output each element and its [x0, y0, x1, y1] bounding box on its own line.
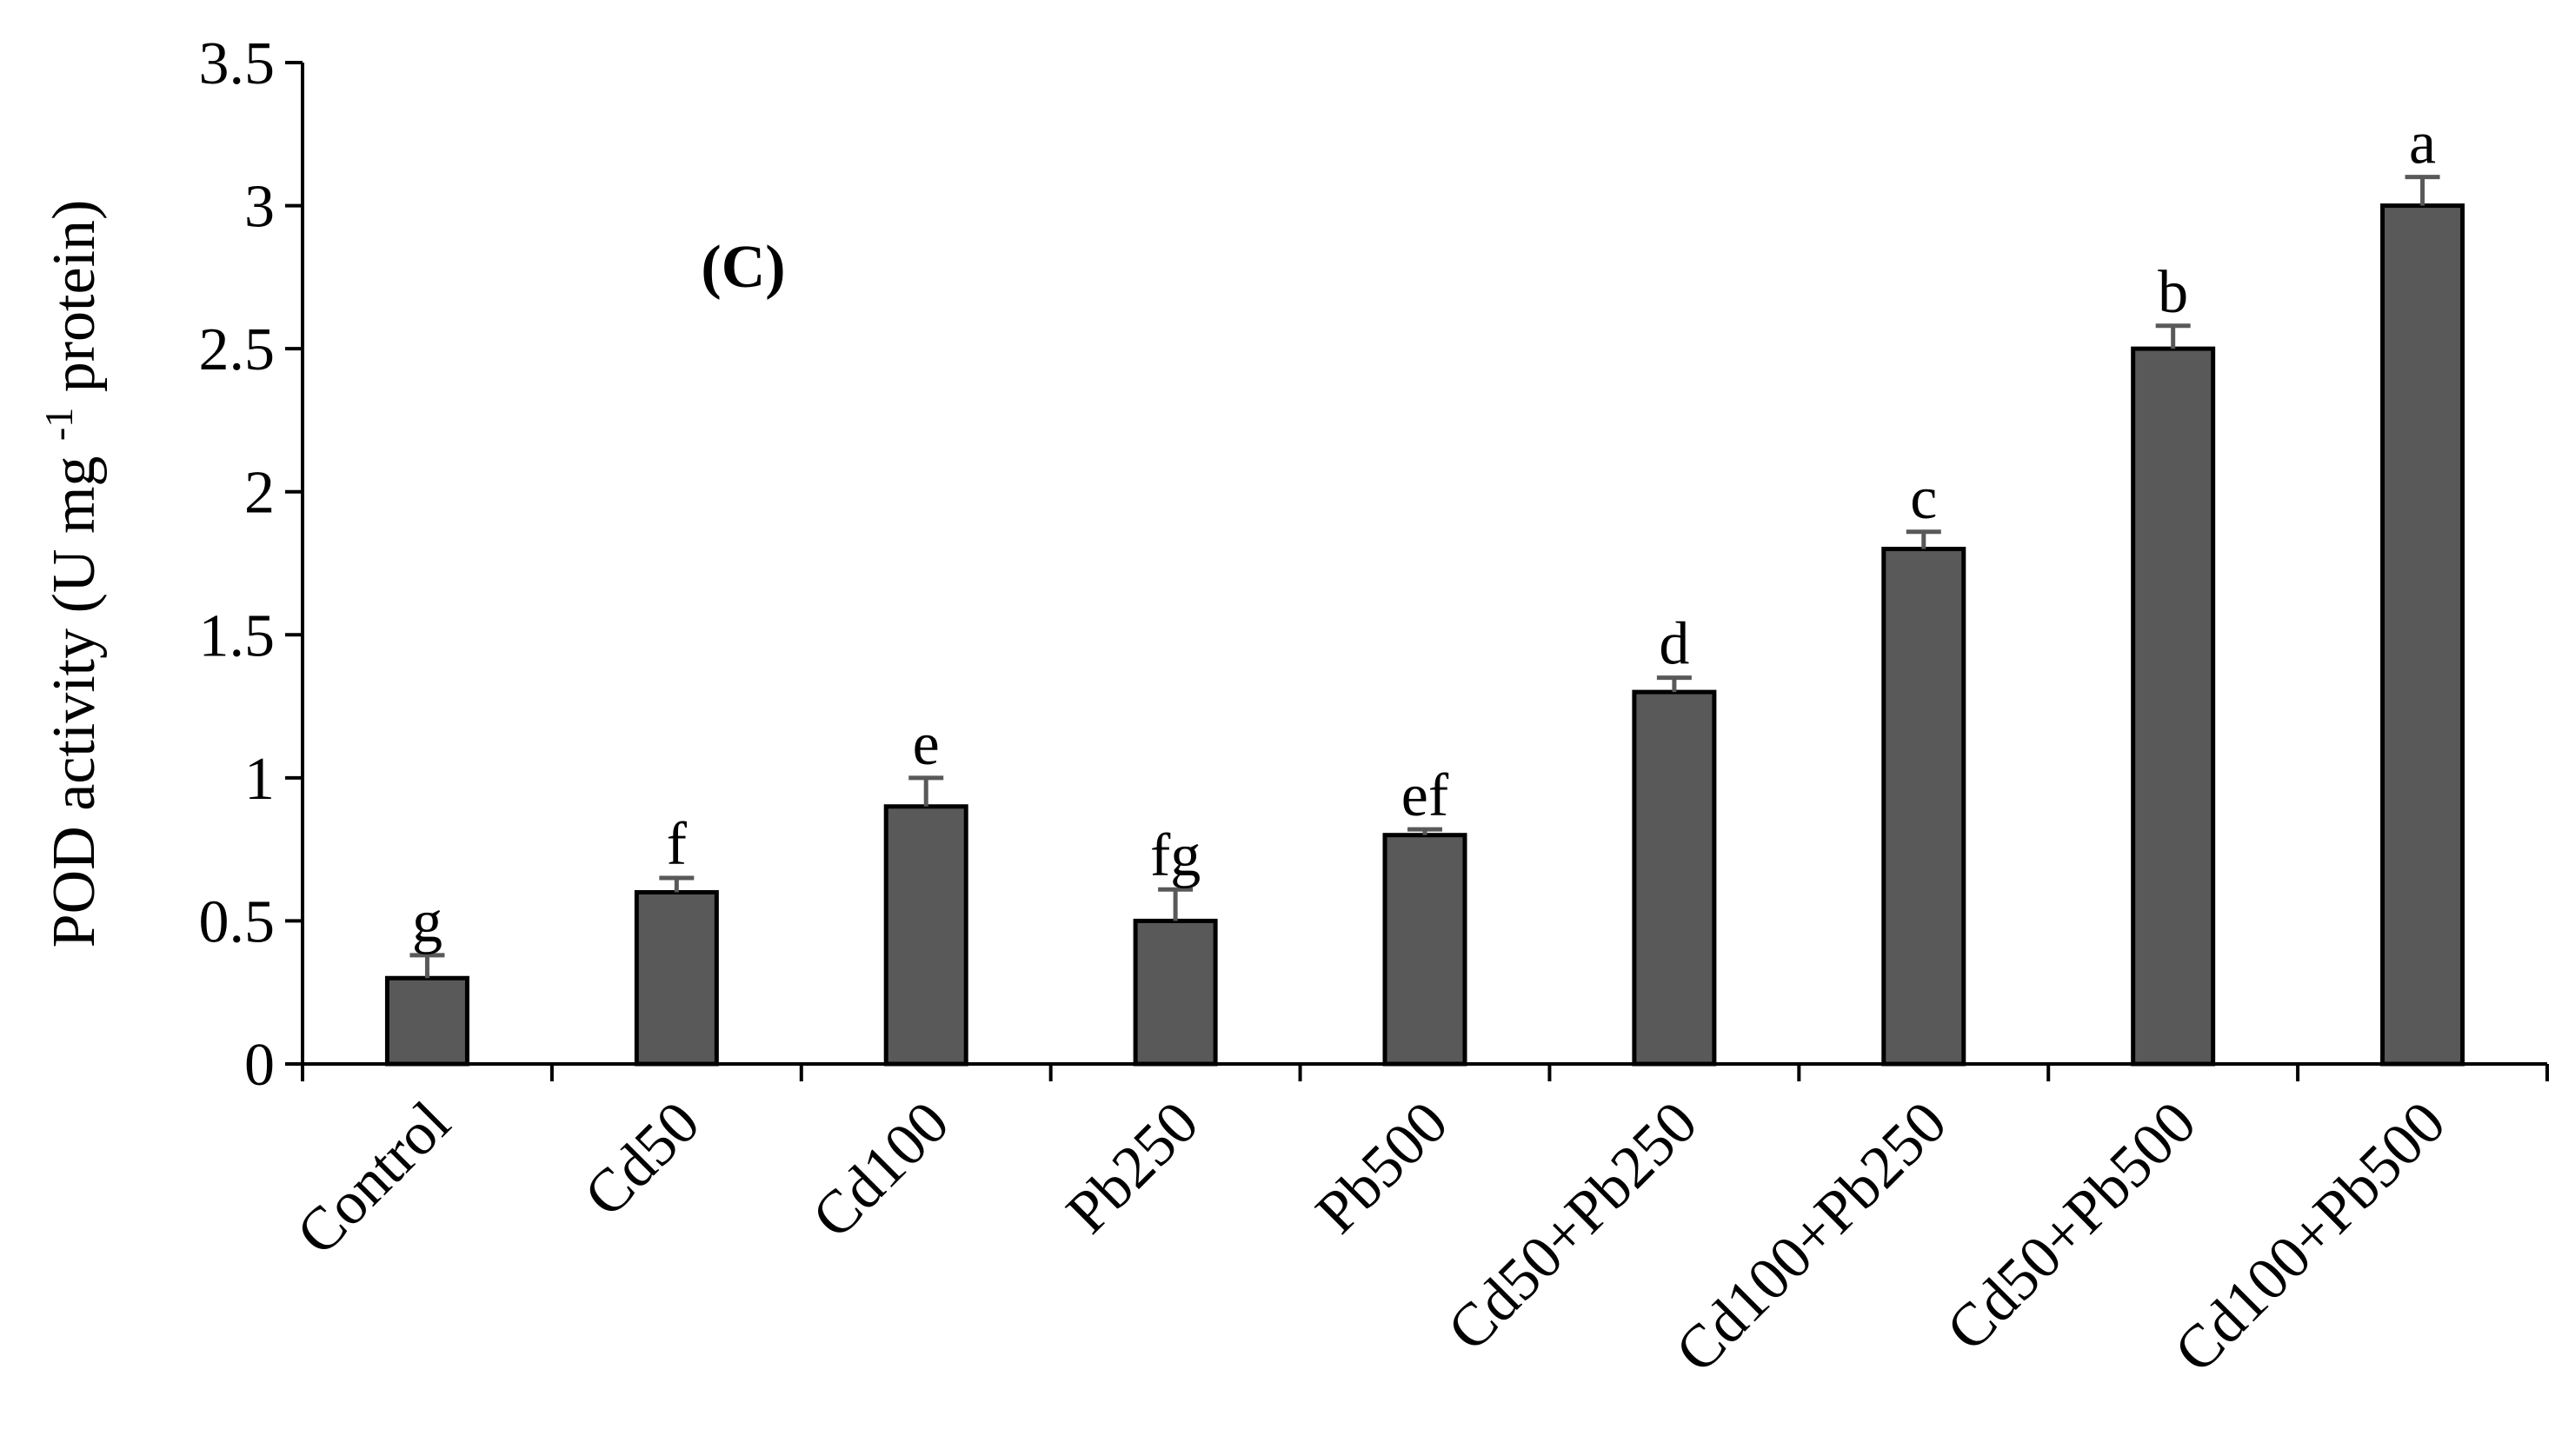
y-tick-label: 2.5 — [199, 316, 276, 383]
bar — [1632, 689, 1717, 1067]
y-tick-label: 0 — [244, 1032, 275, 1099]
panel-label: (C) — [701, 234, 785, 301]
y-tick-label: 0.5 — [199, 888, 276, 955]
bar — [883, 804, 968, 1067]
y-axis: 0 0.5 1 1.5 2 2.5 3 3.5 — [199, 30, 304, 1099]
significance-letter: g — [412, 888, 442, 955]
category-labels: Control Cd50 Cd100 Pb250 Pb500Cd50+Pb250Cd10… — [284, 1089, 2459, 1386]
bars: g f e fg ef d c b a — [384, 110, 2465, 1067]
y-tick-label: 1 — [244, 746, 275, 813]
category-label: Cd50+Pb250 — [1435, 1089, 1710, 1364]
bar — [1133, 918, 1218, 1067]
significance-letter: c — [1910, 465, 1937, 532]
y-tick-label: 3 — [244, 174, 275, 241]
bar — [2131, 346, 2216, 1067]
category-label: Cd50 — [572, 1089, 713, 1230]
category-label: Cd50+Pb500 — [1934, 1089, 2209, 1364]
x-axis — [301, 1062, 2549, 1081]
y-axis-label-main: POD activity (U mg — [41, 441, 108, 947]
significance-letter: fg — [1150, 822, 1201, 889]
significance-letter: b — [2158, 259, 2188, 326]
bar — [634, 890, 719, 1067]
y-tick-label: 2 — [244, 460, 275, 527]
y-tick-label: 1.5 — [199, 602, 276, 669]
y-axis-label-sup: -1 — [37, 408, 81, 441]
bar — [2380, 203, 2465, 1067]
bar — [1382, 833, 1467, 1067]
significance-letter: ef — [1401, 762, 1449, 829]
y-tick-label: 3.5 — [199, 30, 276, 97]
category-label: Control — [284, 1089, 463, 1268]
category-label: Pb500 — [1303, 1089, 1460, 1247]
significance-letter: d — [1659, 611, 1689, 678]
category-label: Cd100 — [800, 1089, 961, 1251]
bar — [384, 975, 469, 1067]
significance-letter: f — [667, 811, 688, 878]
category-label: Pb250 — [1054, 1089, 1211, 1247]
y-axis-label: POD activity (U mg -1 protein) — [37, 200, 109, 948]
category-label: Cd100+Pb250 — [1663, 1089, 1960, 1386]
y-axis-label-tail: protein) — [41, 200, 108, 408]
significance-letter: e — [913, 711, 940, 778]
significance-letter: a — [2409, 110, 2436, 177]
category-label: Cd100+Pb500 — [2162, 1089, 2459, 1386]
bar — [1881, 547, 1966, 1067]
